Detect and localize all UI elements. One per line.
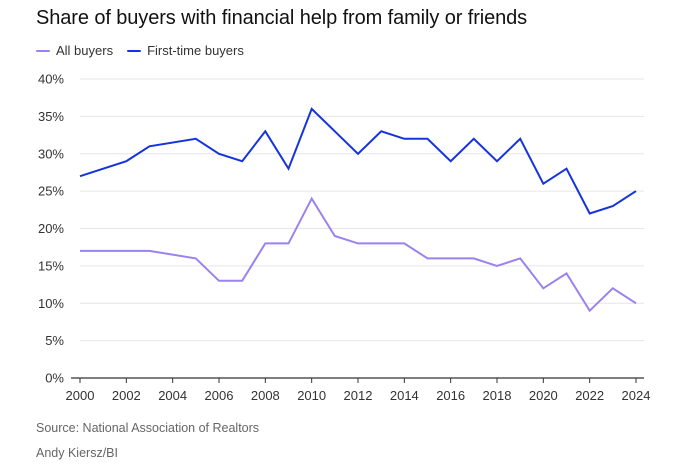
series-line-all-buyers (80, 196, 637, 313)
y-tick-label: 15% (38, 258, 64, 273)
x-tick-label: 2022 (575, 388, 604, 403)
legend: All buyers First-time buyers (36, 43, 244, 58)
series-line-first-time-buyers (79, 107, 637, 215)
y-tick-label: 5% (45, 333, 64, 348)
legend-swatch-all-buyers (36, 49, 50, 52)
x-tick-label: 2002 (112, 388, 141, 403)
chart-title: Share of buyers with financial help from… (36, 7, 528, 29)
y-tick-label: 30% (38, 146, 64, 161)
x-tick-label: 2020 (529, 388, 558, 403)
x-tick-label: 2016 (436, 388, 465, 403)
source-note: Source: National Association of Realtors (36, 421, 260, 435)
y-tick-label: 20% (38, 221, 64, 236)
x-tick-label: 2014 (390, 388, 419, 403)
y-tick-label: 10% (38, 296, 64, 311)
legend-label-all-buyers: All buyers (56, 43, 114, 58)
x-tick-label: 2000 (66, 388, 95, 403)
x-tick-label: 2006 (205, 388, 234, 403)
legend-swatch-first-time-buyers (127, 49, 142, 52)
x-tick-label: 2010 (297, 388, 326, 403)
legend-label-first-time-buyers: First-time buyers (147, 43, 244, 58)
x-tick-label: 2018 (483, 388, 512, 403)
legend-item-first-time-buyers: First-time buyers (127, 43, 244, 58)
x-tick-label: 2024 (622, 388, 651, 403)
x-tick-label: 2004 (158, 388, 187, 403)
x-tick-label: 2008 (251, 388, 280, 403)
y-tick-label: 0% (45, 371, 64, 386)
credit-note: Andy Kiersz/BI (36, 446, 118, 460)
y-tick-label: 25% (38, 184, 64, 199)
legend-item-all-buyers: All buyers (36, 43, 113, 58)
x-tick-label: 2012 (344, 388, 373, 403)
y-tick-label: 40% (38, 72, 64, 87)
y-tick-label: 35% (38, 109, 64, 124)
